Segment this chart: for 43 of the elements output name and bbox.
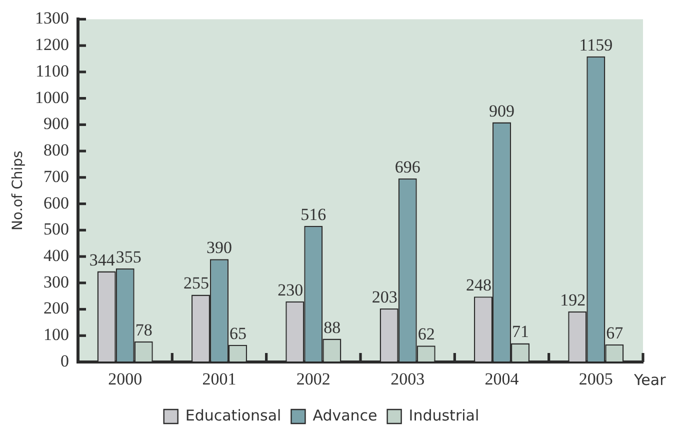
data-label: 355: [116, 247, 142, 266]
data-label: 1159: [579, 35, 613, 54]
x-tick-label: 2005: [578, 370, 613, 389]
data-label: 909: [489, 101, 514, 120]
x-tick-label: 2003: [390, 370, 425, 389]
data-label: 230: [278, 280, 304, 300]
data-label: 192: [560, 290, 586, 310]
data-label: 78: [135, 320, 152, 340]
data-label: 71: [512, 322, 530, 342]
legend-label: Industrial: [408, 406, 480, 424]
data-label: 248: [466, 276, 492, 295]
y-tick-label: 900: [44, 114, 69, 134]
data-label: 516: [300, 204, 326, 224]
y-tick-label: 100: [44, 325, 69, 344]
y-tick-label: 600: [44, 193, 69, 212]
data-label: 390: [206, 238, 232, 258]
data-label: 65: [230, 324, 247, 343]
data-label: 255: [183, 274, 209, 293]
y-tick-label: 500: [44, 220, 69, 239]
data-label: 67: [606, 323, 624, 342]
data-label: 344: [89, 250, 116, 270]
data-label: 88: [324, 318, 341, 337]
y-tick-label: 1300: [35, 8, 69, 28]
data-label: 696: [394, 157, 420, 176]
legend-label: Educationsal: [185, 406, 282, 424]
y-tick-label: 0: [60, 351, 69, 370]
x-tick-label: 2000: [108, 370, 142, 389]
data-label: 62: [418, 324, 435, 344]
data-label: 203: [372, 287, 398, 306]
y-axis-title: No.of Chips: [10, 150, 26, 231]
y-tick-label: 700: [44, 166, 69, 186]
x-tick-label: 2001: [202, 370, 236, 389]
y-tick-label: 300: [44, 272, 69, 292]
y-tick-label: 400: [44, 246, 69, 265]
x-tick-label: 2004: [484, 370, 520, 389]
y-tick-label: 1000: [35, 88, 69, 107]
y-tick-label: 200: [44, 298, 69, 318]
x-tick-label: 2002: [296, 370, 330, 389]
x-axis-title: Year: [633, 370, 667, 389]
y-tick-label: 1100: [36, 61, 69, 80]
y-tick-label: 800: [44, 140, 69, 160]
legend-label: Advance: [312, 406, 378, 424]
y-tick-label: 1200: [35, 35, 69, 54]
